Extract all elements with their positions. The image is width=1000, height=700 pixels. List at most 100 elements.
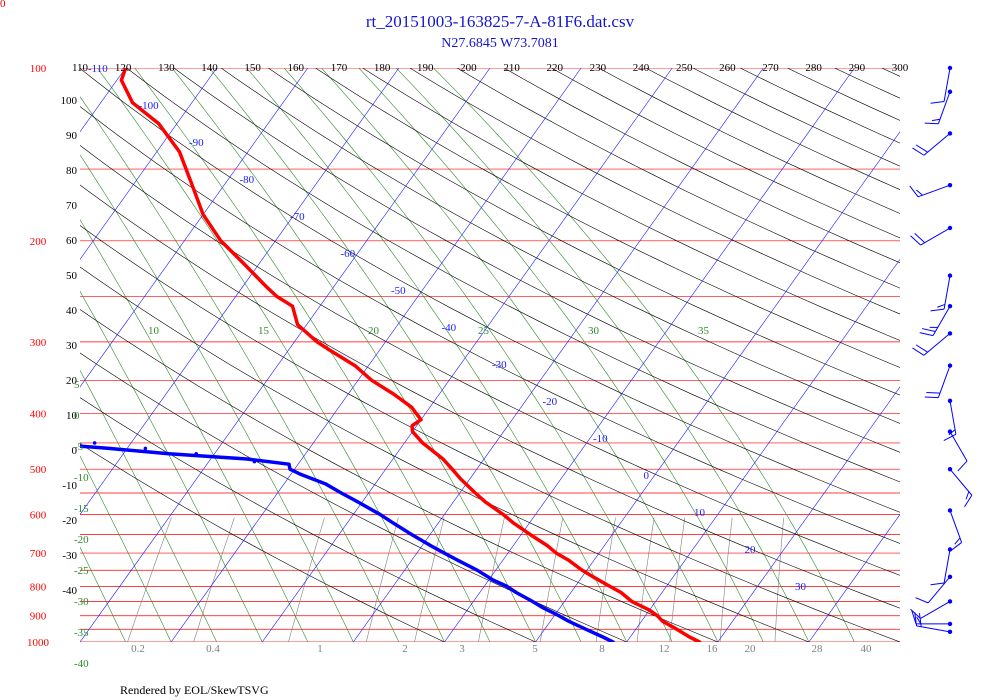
- moist-top-label-15: 15: [258, 325, 270, 337]
- dry-adiabat-80: [80, 106, 900, 544]
- moist-adiabat--15: [80, 219, 309, 642]
- isotherm-label--60: -60: [341, 248, 356, 260]
- moist-left-label--5: -5: [74, 441, 84, 453]
- isotherm-label--10: -10: [593, 433, 608, 445]
- theta-label-170: 170: [331, 62, 348, 74]
- mixing-ratio-16: [636, 517, 655, 642]
- moist-adiabat-15: [209, 68, 582, 642]
- dry-adiabat-130: [268, 68, 900, 396]
- wind-barb-flag: [950, 542, 962, 552]
- pressure-label-300: 300: [30, 337, 47, 349]
- wind-barb-staff: [949, 431, 968, 462]
- dry-adiabat-10: [80, 397, 536, 642]
- wind-barb-flag: [924, 396, 939, 399]
- moist-adiabat-20: [246, 68, 627, 642]
- dry-adiabat-250: [834, 68, 900, 99]
- dry-adiabat-210: [645, 68, 900, 190]
- moist-top-label-25: 25: [478, 325, 490, 337]
- wind-barb-flag: [914, 233, 926, 243]
- wind-barb-staff: [923, 133, 951, 156]
- isotherm--60: [80, 68, 309, 388]
- wind-barb-flag: [930, 308, 945, 312]
- mixing-ratio-12: [595, 517, 616, 642]
- isotherm-label--90: -90: [189, 137, 204, 149]
- wind-barb-flag: [924, 122, 939, 125]
- dry-adiabat-200: [598, 68, 900, 214]
- mixing-ratio-40: [774, 517, 784, 642]
- theta-label-150: 150: [244, 62, 261, 74]
- wind-barb-flag: [916, 616, 922, 625]
- theta-label-280: 280: [805, 62, 822, 74]
- dewpoint-dot-3: [92, 441, 97, 445]
- moist-top-label-10: 10: [148, 325, 160, 337]
- wind-barb-flag: [964, 494, 973, 508]
- dry-adiabat-90: [80, 68, 900, 513]
- moist-adiabat--5: [80, 96, 400, 642]
- wind-barb-flag: [910, 608, 921, 619]
- wind-barb-6: [947, 467, 973, 508]
- mixing-ratio-label-28: 28: [812, 643, 824, 655]
- temperature-dot-1: [221, 20, 225, 24]
- wind-barb-flag: [954, 537, 961, 545]
- pressure-label-500: 500: [30, 464, 47, 476]
- dewpoint-dot-0: [252, 459, 257, 464]
- moist-left-label--15: -15: [74, 503, 89, 515]
- moist-left-label--20: -20: [74, 534, 89, 546]
- theta-label-110: 110: [72, 62, 89, 74]
- isotherm-40: [808, 513, 900, 642]
- theta-label-190: 190: [417, 62, 434, 74]
- wind-barb-flag: [948, 429, 956, 436]
- mixing-ratio-1: [288, 517, 325, 642]
- wind-barb-5: [947, 508, 963, 552]
- wind-barb-flag: [912, 147, 925, 156]
- isotherm--10: [353, 68, 764, 642]
- dry-adiabat-160: [409, 68, 900, 315]
- isotherm-label--30: -30: [492, 359, 507, 371]
- mixing-ratio-2: [366, 517, 399, 642]
- mixing-ratio-label-1: 1: [317, 643, 323, 655]
- wind-barb-staff: [920, 227, 951, 246]
- dry-adiabat-0: [80, 443, 445, 642]
- moist-top-label-30: 30: [588, 325, 600, 337]
- isotherm--40: [80, 68, 491, 642]
- wind-barb-staff: [916, 625, 951, 633]
- theta-label-300: 300: [892, 62, 909, 74]
- theta-label-120: 120: [115, 62, 132, 74]
- dry-adiabat-180: [504, 68, 900, 264]
- wind-barb-staff: [917, 184, 951, 198]
- wind-barb-3: [915, 574, 953, 604]
- isotherm-label--80: -80: [240, 174, 255, 186]
- theta-left-label-80: 80: [66, 165, 78, 177]
- theta-label-220: 220: [546, 62, 563, 74]
- dry-adiabat-270: [929, 68, 1000, 642]
- isotherm-60: [991, 68, 1000, 642]
- isotherm--20: [261, 68, 673, 642]
- wind-barb-flag: [910, 235, 921, 246]
- theta-left-label-60: 60: [66, 235, 78, 247]
- moist-left-label--40: -40: [74, 658, 89, 670]
- wind-barb-staff: [932, 305, 951, 336]
- theta-label-290: 290: [849, 62, 866, 74]
- wind-barb-flag: [930, 582, 945, 586]
- wind-barb-flag: [931, 118, 941, 122]
- dry-adiabat-60: [80, 184, 900, 609]
- mixing-ratio-label-40: 40: [861, 643, 873, 655]
- theta-left-label-100: 100: [61, 95, 78, 107]
- mixing-ratio-label-0.4: 0.4: [206, 643, 220, 655]
- dewpoint-dot-1: [194, 451, 199, 456]
- temperature-dot-2: [264, 11, 268, 15]
- theta-label-140: 140: [201, 62, 218, 74]
- wind-barb-flag: [915, 189, 923, 196]
- theta-left-label--10: -10: [62, 480, 77, 492]
- temperature-dot-0: [165, 34, 169, 38]
- theta-left-label-90: 90: [66, 130, 78, 142]
- theta-label-230: 230: [590, 62, 607, 74]
- mixing-ratio-label-20: 20: [745, 643, 757, 655]
- wind-barb-flag: [915, 344, 928, 353]
- moist-adiabat--25: [80, 369, 217, 642]
- mixing-ratio-label-5: 5: [532, 643, 538, 655]
- footer-credit: Rendered by EOL/SkewTSVG: [120, 683, 269, 697]
- wind-barb-flag: [912, 347, 925, 356]
- mixing-ratio-0.2: [127, 517, 172, 642]
